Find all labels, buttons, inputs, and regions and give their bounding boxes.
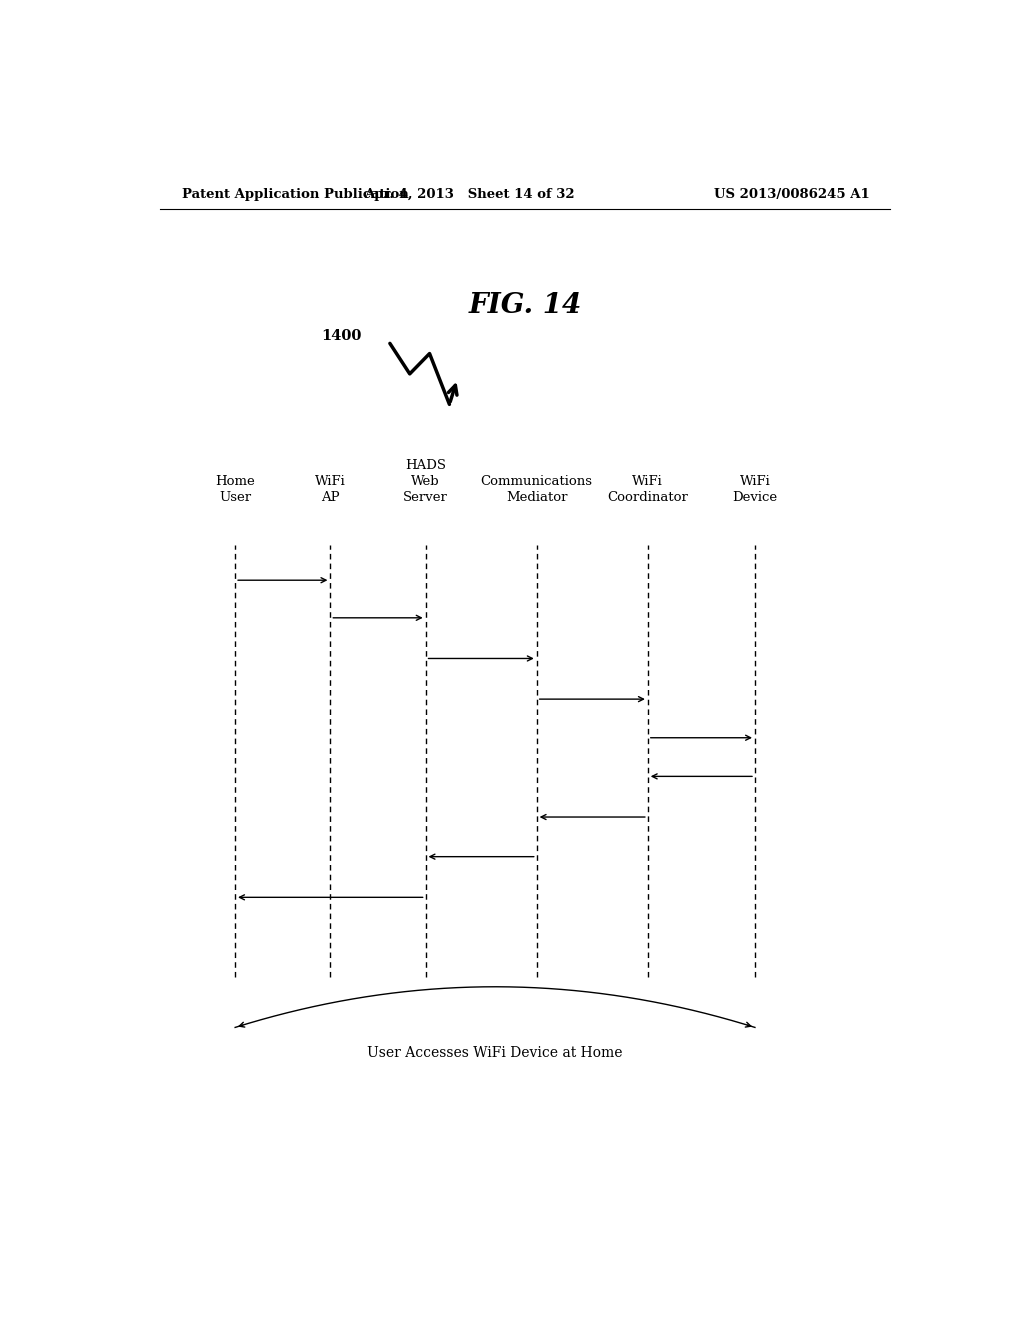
Text: 1400: 1400 [322,329,362,343]
Text: Communications
Mediator: Communications Mediator [480,475,593,504]
Text: FIG. 14: FIG. 14 [468,292,582,319]
Text: WiFi
AP: WiFi AP [315,475,346,504]
Text: WiFi
Device: WiFi Device [732,475,777,504]
Text: Apr. 4, 2013   Sheet 14 of 32: Apr. 4, 2013 Sheet 14 of 32 [364,189,574,202]
Text: Home
User: Home User [215,475,255,504]
Text: WiFi
Coordinator: WiFi Coordinator [607,475,688,504]
Text: US 2013/0086245 A1: US 2013/0086245 A1 [715,189,870,202]
Text: Patent Application Publication: Patent Application Publication [182,189,409,202]
Text: HADS
Web
Server: HADS Web Server [403,459,449,504]
Text: User Accesses WiFi Device at Home: User Accesses WiFi Device at Home [368,1045,623,1060]
